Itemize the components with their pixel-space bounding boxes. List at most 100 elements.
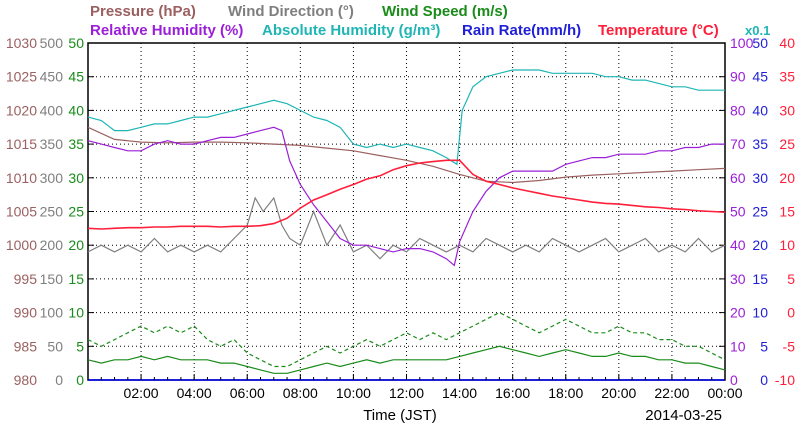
rh-tick-label: 40 — [730, 237, 746, 253]
wind_dir-tick-label: 450 — [40, 69, 64, 85]
temp-tick-label: 10 — [779, 237, 795, 253]
wind_speed-tick-label: 45 — [68, 69, 84, 85]
pressure-tick-label: 1010 — [6, 170, 37, 186]
temp-tick-label: 20 — [779, 170, 795, 186]
wind_speed-tick-label: 50 — [68, 35, 84, 51]
series-wind-speed-m-s — [87, 345, 726, 374]
rain-tick-label: 20 — [752, 237, 768, 253]
pressure-tick-label: 1005 — [6, 204, 37, 220]
series-temperature-c — [87, 159, 726, 230]
wind_speed-tick-label: 15 — [68, 271, 84, 287]
wind_speed-tick-label: 0 — [76, 372, 84, 388]
rain-tick-label: 45 — [752, 69, 768, 85]
series-relative-humidity — [87, 126, 725, 267]
wind_dir-tick-label: 250 — [40, 204, 64, 220]
temp-tick-label: 30 — [779, 102, 795, 118]
legend-abs_hum: Absolute Humidity (g/m³) — [262, 22, 440, 39]
series-wind-speed-m-s-peak — [87, 311, 726, 368]
series-absolute-humidity-g-m — [87, 69, 725, 166]
wind_dir-tick-label: 0 — [55, 372, 63, 388]
right-axes: 1009080706050403020100504540353025201510… — [719, 35, 795, 388]
rh-tick-label: 70 — [730, 136, 746, 152]
legend-rain: Rain Rate(mm/h) — [462, 22, 581, 39]
rain-tick-label: 5 — [760, 338, 768, 354]
pressure-tick-label: 1015 — [6, 136, 37, 152]
wind_dir-tick-label: 150 — [40, 271, 64, 287]
pressure-tick-label: 980 — [14, 372, 38, 388]
wind_speed-tick-label: 30 — [68, 170, 84, 186]
rain-tick-label: 10 — [752, 305, 768, 321]
x-tick-label: 14:00 — [442, 385, 477, 401]
series-lines — [87, 69, 726, 381]
x-tick-label: 20:00 — [601, 385, 636, 401]
wind_dir-tick-label: 350 — [40, 136, 64, 152]
x-tick-label: 18:00 — [548, 385, 583, 401]
temp-tick-label: -5 — [783, 338, 796, 354]
pressure-tick-label: 1020 — [6, 102, 37, 118]
rh-tick-label: 0 — [730, 372, 738, 388]
wind_dir-tick-label: 500 — [40, 35, 64, 51]
rain-tick-label: 25 — [752, 204, 768, 220]
left-axes: 1030102510201015101010051000995990985980… — [6, 35, 94, 388]
rh-tick-label: 60 — [730, 170, 746, 186]
x-tick-label: 06:00 — [230, 385, 265, 401]
wind_dir-tick-label: 300 — [40, 170, 64, 186]
rh-tick-label: 80 — [730, 102, 746, 118]
legend-wind_dir: Wind Direction (°) — [228, 3, 354, 20]
rain-tick-label: 35 — [752, 136, 768, 152]
x-tick-label: 16:00 — [495, 385, 530, 401]
x-tick-label: 00:00 — [707, 385, 742, 401]
x-tick-label: 10:00 — [336, 385, 371, 401]
temp-tick-label: 25 — [779, 136, 795, 152]
x-tick-label: 02:00 — [124, 385, 159, 401]
wind_speed-tick-label: 5 — [76, 338, 84, 354]
x-tick-label: 12:00 — [389, 385, 424, 401]
rh-tick-label: 100 — [730, 35, 754, 51]
pressure-tick-label: 1030 — [6, 35, 37, 51]
pressure-tick-label: 990 — [14, 305, 38, 321]
rh-tick-label: 30 — [730, 271, 746, 287]
wind_dir-tick-label: 100 — [40, 305, 64, 321]
wind_dir-tick-label: 200 — [40, 237, 64, 253]
wind_speed-tick-label: 40 — [68, 102, 84, 118]
legend: Pressure (hPa) Wind Direction (°) Wind Spe… — [90, 3, 770, 39]
rain-tick-label: 30 — [752, 170, 768, 186]
pressure-tick-label: 995 — [14, 271, 38, 287]
wind_speed-tick-label: 20 — [68, 237, 84, 253]
legend-rh: Relative Humidity (%) — [90, 22, 243, 39]
temp-tick-label: 35 — [779, 69, 795, 85]
temp-tick-label: 40 — [779, 35, 795, 51]
rain-tick-label: 15 — [752, 271, 768, 287]
x-tick-label: 22:00 — [654, 385, 689, 401]
series-wind-direction — [87, 196, 726, 260]
date-label: 2014-03-25 — [645, 407, 722, 424]
wind_speed-tick-label: 25 — [68, 204, 84, 220]
legend-pressure: Pressure (hPa) — [90, 3, 196, 20]
wind_dir-tick-label: 50 — [47, 338, 63, 354]
wind_speed-tick-label: 35 — [68, 136, 84, 152]
rain-tick-label: 50 — [752, 35, 768, 51]
temp-tick-label: -10 — [775, 372, 795, 388]
rain-tick-label: 0 — [760, 372, 768, 388]
x-tick-label: 08:00 — [283, 385, 318, 401]
wind_speed-tick-label: 10 — [68, 305, 84, 321]
temp-tick-label: 5 — [787, 271, 795, 287]
series-pressure-hpa — [87, 126, 726, 184]
temp-tick-label: 0 — [787, 305, 795, 321]
rh-tick-label: 90 — [730, 69, 746, 85]
temp-tick-label: 15 — [779, 204, 795, 220]
grid — [88, 43, 725, 380]
legend-rain_x: x0.1 — [745, 23, 770, 38]
x-tick-label: 04:00 — [177, 385, 212, 401]
pressure-tick-label: 985 — [14, 338, 38, 354]
rh-tick-label: 20 — [730, 305, 746, 321]
legend-temp: Temperature (°C) — [598, 22, 719, 39]
x-ticks: 02:00 04:00 06:00 08:00 10:00 12:00 14:00 16:00… — [87, 374, 743, 401]
wind_dir-tick-label: 400 — [40, 102, 64, 118]
rain-tick-label: 40 — [752, 102, 768, 118]
pressure-tick-label: 1000 — [6, 237, 37, 253]
pressure-tick-label: 1025 — [6, 69, 37, 85]
legend-wind_speed: Wind Speed (m/s) — [382, 3, 508, 20]
rh-tick-label: 50 — [730, 204, 746, 220]
